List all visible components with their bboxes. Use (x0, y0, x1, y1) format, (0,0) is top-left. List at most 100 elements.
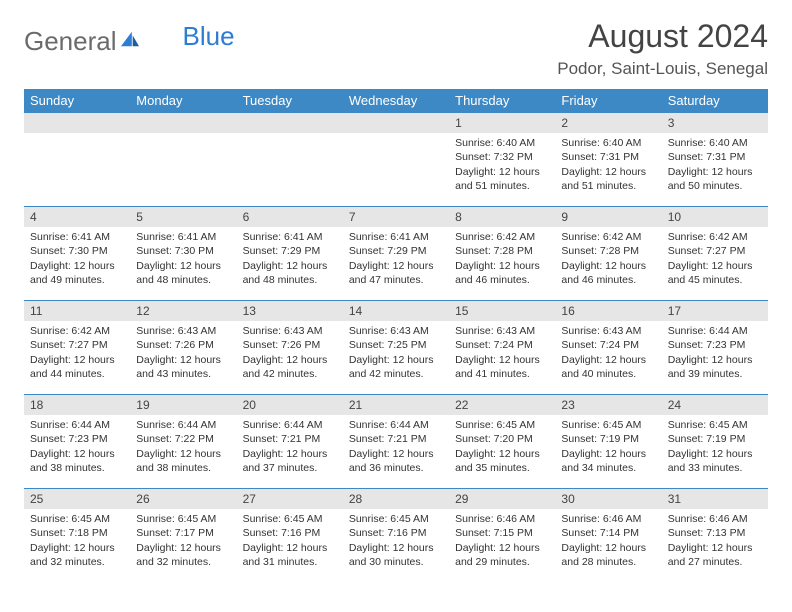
calendar-week: 11Sunrise: 6:42 AMSunset: 7:27 PMDayligh… (24, 301, 768, 389)
calendar-cell: 3Sunrise: 6:40 AMSunset: 7:31 PMDaylight… (662, 113, 768, 201)
weekday-header: Tuesday (237, 89, 343, 113)
day-details: Sunrise: 6:42 AMSunset: 7:27 PMDaylight:… (662, 227, 768, 291)
day-number: 13 (237, 301, 343, 321)
weekday-header: Thursday (449, 89, 555, 113)
calendar-cell: 13Sunrise: 6:43 AMSunset: 7:26 PMDayligh… (237, 301, 343, 389)
day-details: Sunrise: 6:43 AMSunset: 7:24 PMDaylight:… (449, 321, 555, 385)
day-number: 31 (662, 489, 768, 509)
calendar-cell: 2Sunrise: 6:40 AMSunset: 7:31 PMDaylight… (555, 113, 661, 201)
day-details: Sunrise: 6:43 AMSunset: 7:26 PMDaylight:… (130, 321, 236, 385)
day-details: Sunrise: 6:43 AMSunset: 7:26 PMDaylight:… (237, 321, 343, 385)
day-number: 30 (555, 489, 661, 509)
calendar-cell: 19Sunrise: 6:44 AMSunset: 7:22 PMDayligh… (130, 395, 236, 483)
calendar-cell: 30Sunrise: 6:46 AMSunset: 7:14 PMDayligh… (555, 489, 661, 577)
brand-logo: General Blue (24, 18, 235, 57)
calendar-week: 4Sunrise: 6:41 AMSunset: 7:30 PMDaylight… (24, 207, 768, 295)
calendar-cell: 17Sunrise: 6:44 AMSunset: 7:23 PMDayligh… (662, 301, 768, 389)
location: Podor, Saint-Louis, Senegal (557, 59, 768, 79)
calendar-cell: 29Sunrise: 6:46 AMSunset: 7:15 PMDayligh… (449, 489, 555, 577)
day-details: Sunrise: 6:41 AMSunset: 7:30 PMDaylight:… (130, 227, 236, 291)
day-number: 11 (24, 301, 130, 321)
calendar-week: 1Sunrise: 6:40 AMSunset: 7:32 PMDaylight… (24, 113, 768, 201)
calendar-cell: 6Sunrise: 6:41 AMSunset: 7:29 PMDaylight… (237, 207, 343, 295)
calendar-cell (237, 113, 343, 201)
calendar-cell: 26Sunrise: 6:45 AMSunset: 7:17 PMDayligh… (130, 489, 236, 577)
calendar-cell: 5Sunrise: 6:41 AMSunset: 7:30 PMDaylight… (130, 207, 236, 295)
day-details: Sunrise: 6:40 AMSunset: 7:32 PMDaylight:… (449, 133, 555, 197)
weekday-header: Wednesday (343, 89, 449, 113)
day-details: Sunrise: 6:45 AMSunset: 7:16 PMDaylight:… (237, 509, 343, 573)
day-details: Sunrise: 6:41 AMSunset: 7:29 PMDaylight:… (343, 227, 449, 291)
calendar-cell: 14Sunrise: 6:43 AMSunset: 7:25 PMDayligh… (343, 301, 449, 389)
day-number: 23 (555, 395, 661, 415)
calendar-head: SundayMondayTuesdayWednesdayThursdayFrid… (24, 89, 768, 113)
day-details: Sunrise: 6:41 AMSunset: 7:29 PMDaylight:… (237, 227, 343, 291)
title-block: August 2024 Podor, Saint-Louis, Senegal (557, 18, 768, 79)
calendar-cell (130, 113, 236, 201)
calendar-cell: 4Sunrise: 6:41 AMSunset: 7:30 PMDaylight… (24, 207, 130, 295)
day-number: 14 (343, 301, 449, 321)
weekday-header: Monday (130, 89, 236, 113)
calendar-cell: 25Sunrise: 6:45 AMSunset: 7:18 PMDayligh… (24, 489, 130, 577)
calendar-cell: 20Sunrise: 6:44 AMSunset: 7:21 PMDayligh… (237, 395, 343, 483)
calendar-cell (343, 113, 449, 201)
calendar-cell: 18Sunrise: 6:44 AMSunset: 7:23 PMDayligh… (24, 395, 130, 483)
day-number-empty (343, 113, 449, 133)
day-number: 27 (237, 489, 343, 509)
weekday-header: Friday (555, 89, 661, 113)
day-number: 2 (555, 113, 661, 133)
day-details: Sunrise: 6:44 AMSunset: 7:23 PMDaylight:… (662, 321, 768, 385)
weekday-header: Saturday (662, 89, 768, 113)
day-number: 24 (662, 395, 768, 415)
brand-part2: Blue (183, 21, 235, 52)
day-details: Sunrise: 6:42 AMSunset: 7:27 PMDaylight:… (24, 321, 130, 385)
day-number: 6 (237, 207, 343, 227)
calendar-cell: 9Sunrise: 6:42 AMSunset: 7:28 PMDaylight… (555, 207, 661, 295)
day-number: 28 (343, 489, 449, 509)
calendar-cell: 31Sunrise: 6:46 AMSunset: 7:13 PMDayligh… (662, 489, 768, 577)
day-details: Sunrise: 6:44 AMSunset: 7:21 PMDaylight:… (343, 415, 449, 479)
day-details: Sunrise: 6:45 AMSunset: 7:16 PMDaylight:… (343, 509, 449, 573)
calendar-cell: 16Sunrise: 6:43 AMSunset: 7:24 PMDayligh… (555, 301, 661, 389)
calendar-cell: 28Sunrise: 6:45 AMSunset: 7:16 PMDayligh… (343, 489, 449, 577)
sail-icon (119, 30, 141, 48)
brand-part1: General (24, 26, 117, 57)
calendar-body: 1Sunrise: 6:40 AMSunset: 7:32 PMDaylight… (24, 113, 768, 577)
day-details: Sunrise: 6:44 AMSunset: 7:22 PMDaylight:… (130, 415, 236, 479)
calendar-cell: 7Sunrise: 6:41 AMSunset: 7:29 PMDaylight… (343, 207, 449, 295)
day-number: 25 (24, 489, 130, 509)
day-number: 22 (449, 395, 555, 415)
calendar-cell: 22Sunrise: 6:45 AMSunset: 7:20 PMDayligh… (449, 395, 555, 483)
day-details: Sunrise: 6:46 AMSunset: 7:14 PMDaylight:… (555, 509, 661, 573)
calendar-week: 18Sunrise: 6:44 AMSunset: 7:23 PMDayligh… (24, 395, 768, 483)
day-number: 10 (662, 207, 768, 227)
day-number: 21 (343, 395, 449, 415)
day-number: 17 (662, 301, 768, 321)
day-number-empty (130, 113, 236, 133)
day-number: 19 (130, 395, 236, 415)
day-details: Sunrise: 6:45 AMSunset: 7:19 PMDaylight:… (662, 415, 768, 479)
day-number: 1 (449, 113, 555, 133)
day-details: Sunrise: 6:42 AMSunset: 7:28 PMDaylight:… (555, 227, 661, 291)
day-number: 5 (130, 207, 236, 227)
day-details: Sunrise: 6:45 AMSunset: 7:20 PMDaylight:… (449, 415, 555, 479)
day-number: 7 (343, 207, 449, 227)
calendar-cell: 1Sunrise: 6:40 AMSunset: 7:32 PMDaylight… (449, 113, 555, 201)
calendar-cell: 11Sunrise: 6:42 AMSunset: 7:27 PMDayligh… (24, 301, 130, 389)
day-number: 20 (237, 395, 343, 415)
day-details: Sunrise: 6:43 AMSunset: 7:24 PMDaylight:… (555, 321, 661, 385)
day-number: 12 (130, 301, 236, 321)
calendar-cell (24, 113, 130, 201)
calendar-cell: 21Sunrise: 6:44 AMSunset: 7:21 PMDayligh… (343, 395, 449, 483)
day-details: Sunrise: 6:40 AMSunset: 7:31 PMDaylight:… (555, 133, 661, 197)
header: General Blue August 2024 Podor, Saint-Lo… (24, 18, 768, 79)
day-number: 8 (449, 207, 555, 227)
day-number: 3 (662, 113, 768, 133)
weekday-header: Sunday (24, 89, 130, 113)
day-details: Sunrise: 6:45 AMSunset: 7:19 PMDaylight:… (555, 415, 661, 479)
calendar-cell: 10Sunrise: 6:42 AMSunset: 7:27 PMDayligh… (662, 207, 768, 295)
day-details: Sunrise: 6:43 AMSunset: 7:25 PMDaylight:… (343, 321, 449, 385)
day-number: 26 (130, 489, 236, 509)
calendar-cell: 8Sunrise: 6:42 AMSunset: 7:28 PMDaylight… (449, 207, 555, 295)
day-details: Sunrise: 6:41 AMSunset: 7:30 PMDaylight:… (24, 227, 130, 291)
